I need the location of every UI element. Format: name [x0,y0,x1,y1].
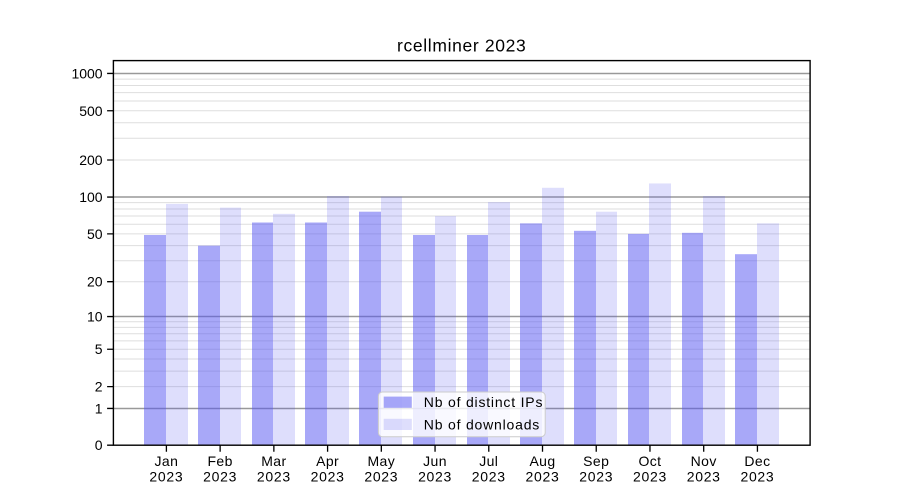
svg-text:2023: 2023 [472,469,506,485]
svg-text:Jun: Jun [423,453,447,469]
svg-text:20: 20 [87,274,103,290]
svg-text:500: 500 [79,103,103,119]
svg-text:2023: 2023 [579,469,613,485]
svg-text:2: 2 [95,379,103,395]
svg-text:2023: 2023 [257,469,291,485]
svg-text:1: 1 [95,400,103,416]
svg-text:Jan: Jan [155,453,179,469]
svg-text:10: 10 [87,309,103,325]
svg-text:5: 5 [95,341,103,357]
svg-text:Apr: Apr [316,453,339,469]
svg-text:rcellminer 2023: rcellminer 2023 [397,35,526,55]
svg-text:Dec: Dec [744,453,770,469]
svg-text:50: 50 [87,226,103,242]
svg-text:2023: 2023 [418,469,452,485]
svg-text:2023: 2023 [149,469,183,485]
svg-text:2023: 2023 [203,469,237,485]
svg-text:Nb of downloads: Nb of downloads [424,416,540,432]
svg-text:2023: 2023 [687,469,721,485]
svg-text:2023: 2023 [633,469,667,485]
svg-text:2023: 2023 [364,469,398,485]
svg-text:Oct: Oct [638,453,661,469]
svg-text:2023: 2023 [740,469,774,485]
svg-text:200: 200 [79,152,103,168]
svg-text:2023: 2023 [526,469,560,485]
svg-text:2023: 2023 [311,469,345,485]
svg-text:Mar: Mar [261,453,286,469]
svg-text:0: 0 [95,437,103,453]
svg-text:Feb: Feb [207,453,232,469]
svg-text:100: 100 [79,189,103,205]
svg-text:May: May [367,453,395,469]
svg-text:Aug: Aug [529,453,555,469]
svg-text:Jul: Jul [479,453,498,469]
svg-text:Sep: Sep [583,453,609,469]
svg-text:1000: 1000 [71,65,102,81]
svg-text:Nov: Nov [691,453,717,469]
svg-text:Nb of distinct IPs: Nb of distinct IPs [424,394,543,410]
